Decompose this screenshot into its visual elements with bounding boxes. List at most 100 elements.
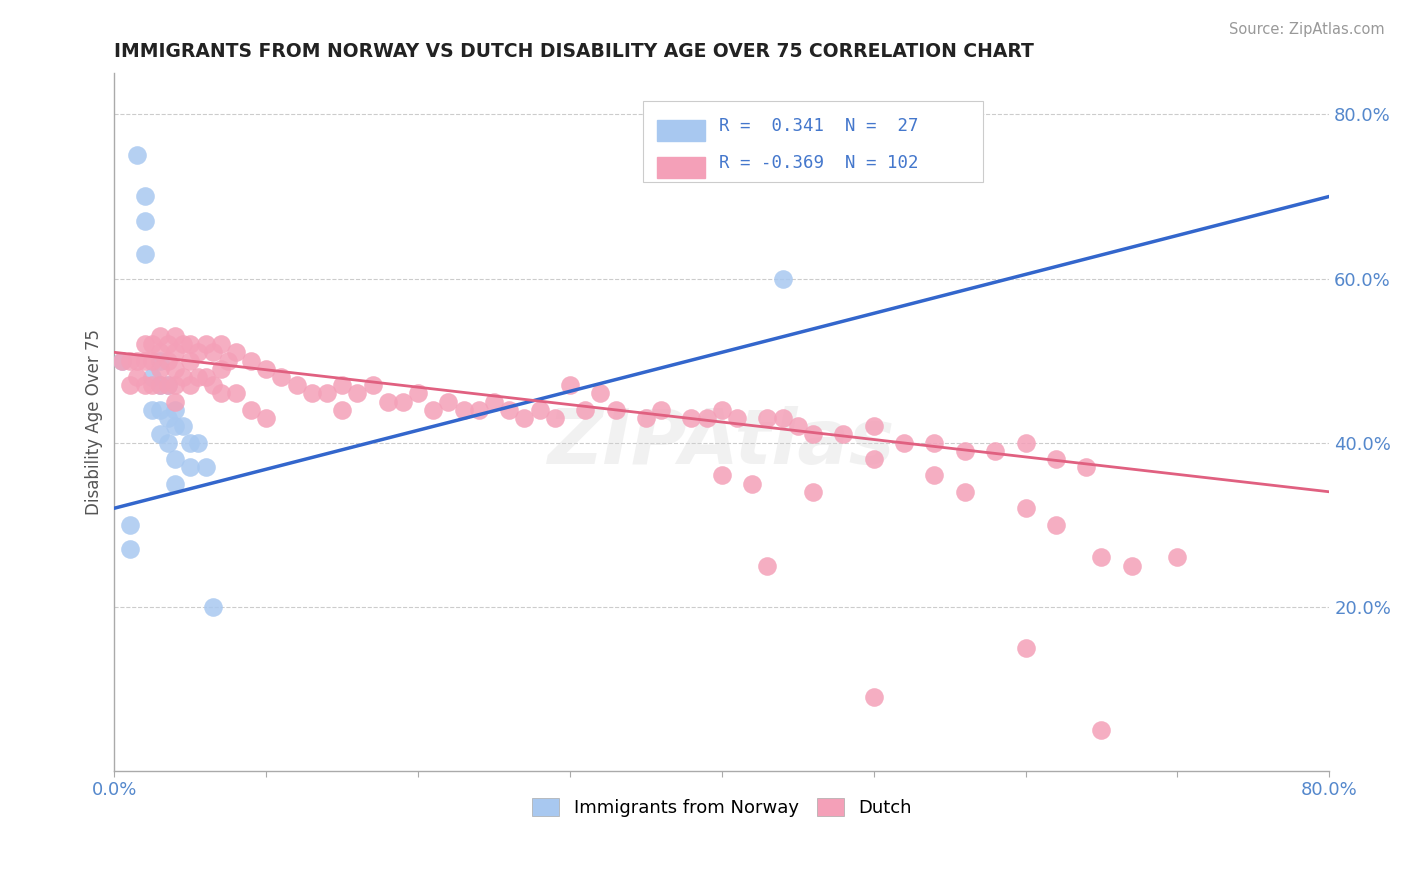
Point bbox=[172, 370, 194, 384]
Point bbox=[202, 599, 225, 614]
Point bbox=[301, 386, 323, 401]
Point bbox=[1090, 550, 1112, 565]
Point bbox=[165, 476, 187, 491]
Point bbox=[156, 378, 179, 392]
Point bbox=[149, 378, 172, 392]
Point bbox=[156, 435, 179, 450]
Point bbox=[605, 402, 627, 417]
Point bbox=[801, 484, 824, 499]
Y-axis label: Disability Age Over 75: Disability Age Over 75 bbox=[86, 329, 103, 515]
Point bbox=[194, 460, 217, 475]
Point bbox=[165, 452, 187, 467]
Text: R =  0.341  N =  27: R = 0.341 N = 27 bbox=[720, 117, 920, 135]
FancyBboxPatch shape bbox=[658, 120, 704, 141]
Point bbox=[1076, 460, 1098, 475]
Point bbox=[558, 378, 581, 392]
Point bbox=[725, 411, 748, 425]
Point bbox=[406, 386, 429, 401]
Point bbox=[862, 452, 884, 467]
Point bbox=[710, 402, 733, 417]
Point bbox=[1014, 640, 1036, 655]
Point bbox=[118, 353, 141, 368]
Point bbox=[589, 386, 612, 401]
Point bbox=[165, 419, 187, 434]
Point bbox=[285, 378, 308, 392]
Point bbox=[165, 378, 187, 392]
Point bbox=[149, 345, 172, 359]
Point bbox=[346, 386, 368, 401]
Point bbox=[513, 411, 536, 425]
Point bbox=[756, 411, 779, 425]
Point bbox=[1014, 435, 1036, 450]
Point bbox=[127, 370, 149, 384]
Point bbox=[482, 394, 505, 409]
Point bbox=[330, 378, 353, 392]
Text: R = -0.369  N = 102: R = -0.369 N = 102 bbox=[720, 153, 920, 171]
Point bbox=[134, 189, 156, 203]
Legend: Immigrants from Norway, Dutch: Immigrants from Norway, Dutch bbox=[524, 790, 920, 824]
Point bbox=[209, 361, 232, 376]
Point bbox=[149, 378, 172, 392]
Point bbox=[361, 378, 384, 392]
Point bbox=[141, 370, 163, 384]
Point bbox=[179, 460, 201, 475]
Point bbox=[681, 411, 703, 425]
Point bbox=[111, 353, 134, 368]
Point bbox=[924, 468, 946, 483]
Text: IMMIGRANTS FROM NORWAY VS DUTCH DISABILITY AGE OVER 75 CORRELATION CHART: IMMIGRANTS FROM NORWAY VS DUTCH DISABILI… bbox=[114, 42, 1035, 61]
Point bbox=[165, 402, 187, 417]
Point bbox=[1045, 452, 1067, 467]
Point bbox=[187, 345, 209, 359]
Point bbox=[156, 411, 179, 425]
Point bbox=[1166, 550, 1188, 565]
Point bbox=[254, 361, 277, 376]
Point bbox=[422, 402, 444, 417]
Point bbox=[187, 435, 209, 450]
Point bbox=[437, 394, 460, 409]
Point bbox=[149, 329, 172, 343]
Point bbox=[1121, 558, 1143, 573]
Point bbox=[650, 402, 672, 417]
Point bbox=[634, 411, 657, 425]
Point bbox=[141, 337, 163, 351]
Point bbox=[134, 247, 156, 261]
Point bbox=[202, 378, 225, 392]
Point bbox=[225, 345, 247, 359]
Point bbox=[179, 353, 201, 368]
Point bbox=[468, 402, 491, 417]
Point bbox=[209, 337, 232, 351]
Point bbox=[165, 345, 187, 359]
Point bbox=[165, 361, 187, 376]
Point bbox=[953, 443, 976, 458]
Point bbox=[710, 468, 733, 483]
Point bbox=[953, 484, 976, 499]
Point bbox=[756, 558, 779, 573]
Point bbox=[984, 443, 1007, 458]
Point bbox=[141, 378, 163, 392]
Point bbox=[156, 337, 179, 351]
Point bbox=[134, 378, 156, 392]
Point bbox=[544, 411, 567, 425]
Point bbox=[156, 353, 179, 368]
Point bbox=[165, 329, 187, 343]
Point bbox=[217, 353, 239, 368]
Point bbox=[141, 402, 163, 417]
Point bbox=[111, 353, 134, 368]
Point bbox=[194, 370, 217, 384]
Point bbox=[172, 337, 194, 351]
Point bbox=[179, 378, 201, 392]
Point bbox=[156, 378, 179, 392]
Point bbox=[529, 402, 551, 417]
Point bbox=[772, 271, 794, 285]
Point bbox=[240, 402, 263, 417]
Point bbox=[179, 435, 201, 450]
Point bbox=[127, 353, 149, 368]
Text: Source: ZipAtlas.com: Source: ZipAtlas.com bbox=[1229, 22, 1385, 37]
Point bbox=[1014, 501, 1036, 516]
Point bbox=[209, 386, 232, 401]
Point bbox=[574, 402, 596, 417]
Point bbox=[893, 435, 915, 450]
Point bbox=[377, 394, 399, 409]
Point bbox=[118, 517, 141, 532]
Point bbox=[862, 419, 884, 434]
